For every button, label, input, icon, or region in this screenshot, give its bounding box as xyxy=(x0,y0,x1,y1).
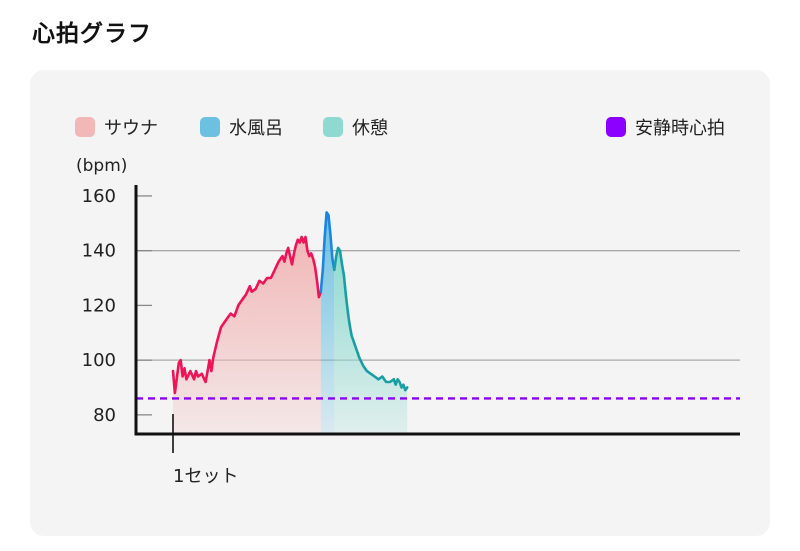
y-tick-label-80: 80 xyxy=(93,405,116,426)
y-tick-label-140: 140 xyxy=(82,241,116,262)
chart-card xyxy=(30,70,770,536)
legend-label-rest: 休憩 xyxy=(352,118,388,139)
y-axis-unit-label: (bpm) xyxy=(76,156,127,176)
legend-swatch-rest xyxy=(323,117,343,137)
y-tick-label-120: 120 xyxy=(82,295,116,316)
page-title: 心拍グラフ xyxy=(32,21,152,47)
series-line-cold-bath xyxy=(319,211,336,293)
legend-item-sauna: サウナ xyxy=(75,114,158,140)
legend-item-rest: 休憩 xyxy=(323,114,388,140)
legend-swatch-resting-hr xyxy=(606,117,626,137)
legend-label-cold-bath: 水風呂 xyxy=(229,118,283,139)
legend-swatch-sauna xyxy=(75,117,95,137)
legend-item-cold-bath: 水風呂 xyxy=(200,114,283,140)
set-marker-label-1: 1セット xyxy=(173,466,238,487)
y-tick-label-160: 160 xyxy=(82,186,116,207)
legend-swatch-cold-bath xyxy=(200,117,220,137)
y-tick-label-100: 100 xyxy=(82,350,116,371)
series-area-sauna xyxy=(173,237,321,434)
series-area-rest xyxy=(334,247,408,434)
legend-label-sauna: サウナ xyxy=(104,118,158,139)
series-line-rest xyxy=(333,246,409,392)
series-line-sauna xyxy=(171,235,323,395)
legend-item-resting-hr: 安静時心拍 xyxy=(606,114,725,140)
legend-label-resting-hr: 安静時心拍 xyxy=(635,118,725,139)
